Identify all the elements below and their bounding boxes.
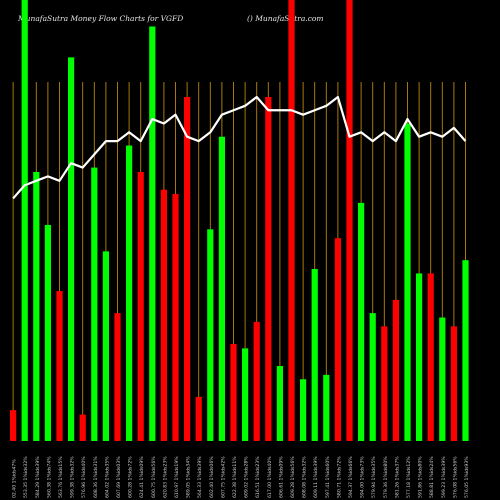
money-flow-bar [369,313,376,441]
money-flow-bar [207,229,214,441]
x-tick-label: 602.40 1%ids06% [209,456,215,498]
money-flow-bar [392,299,399,441]
x-tick-label: 608.08 1%ids32% [302,456,308,498]
money-flow-bar [253,321,260,441]
money-flow-bar [172,194,179,441]
x-tick-label: 576.08 1%ids56% [452,456,458,498]
money-flow-bar [358,202,365,441]
money-flow-bar [381,326,388,441]
x-tick-label: 622.38 1%ids11% [232,456,238,498]
x-tick-label: 600.75 1%ids56% [151,456,157,498]
x-tick-label: 579.36 1%ids80% [383,456,389,498]
x-axis-labels: 02.40 1%ids47% 553.35 1%ids32% 584.29 1%id… [12,456,470,498]
x-tick-label: 600.28 1%ids72% [128,456,134,498]
money-flow-bar [184,97,191,442]
x-tick-label: 616.51 1%ids23% [255,456,261,498]
x-tick-label: 589.05 1%ids34% [186,456,192,498]
x-tick-label: 604.02 1%ids35% [104,456,110,498]
x-tick-label: 609.28 1%ids56% [290,456,296,498]
x-tick-label: 624.41 1%ids09% [139,456,145,498]
x-tick-label: 579.94 1%ids35% [371,456,377,498]
x-tick-label: 553.35 1%ids32% [23,456,29,498]
x-tick-label: 610.97 1%ids19% [174,456,180,498]
x-tick-label: 576.96 1%ids40% [81,456,87,498]
x-tick-label: 599.38 1%ids32% [70,456,76,498]
x-tick-label: 620.83 1%ids23% [162,456,168,498]
money-flow-bar [311,269,318,441]
money-flow-bar [195,396,202,441]
money-flow-bar [416,273,423,441]
money-flow-bar [404,123,411,441]
money-flow-bar [439,317,446,441]
x-tick-label: 609.02 1%ids28% [244,456,250,498]
x-tick-label: 577.18 1%ids12% [406,456,412,498]
x-tick-label: 580.71 1%ids72% [336,456,342,498]
x-tick-label: 594.00 1%ids73% [360,456,366,498]
bars [10,0,469,442]
money-flow-bar [114,313,121,441]
x-tick-label: 608.36 1%ids31% [93,456,99,498]
money-flow-bar [102,251,109,441]
x-tick-label: 609.11 1%ids39% [313,456,319,498]
money-flow-bar [149,26,156,442]
x-tick-label: 576.05 1%ids93% [464,456,470,498]
money-flow-bar [288,0,295,441]
x-tick-label: 599.23 1%ids39% [441,456,447,498]
x-tick-label: 607.75 1%ids42% [220,456,226,498]
x-tick-label: 584.29 1%ids39% [35,456,41,498]
money-flow-bar [10,410,17,441]
site-credit: () MunafaSutra.com [247,14,324,23]
money-flow-bar [91,167,98,441]
x-tick-label: 606.61 1%ids09% [278,456,284,498]
money-flow-bar [160,189,167,441]
x-tick-label: 02.40 1%ids47% [12,459,18,498]
money-flow-bar [68,57,75,442]
money-flow-bar [21,0,28,441]
money-flow-bar [300,379,307,441]
money-flow-bar [334,238,341,441]
money-flow-bar [427,273,434,441]
x-tick-label: 588.81 1%ids24% [429,456,435,498]
x-tick-label: 597.41 1%ids60% [325,456,331,498]
x-tick-label: 607.69 1%ids03% [116,456,122,498]
x-tick-label: 560.38 1%ids74% [46,456,52,498]
chart-title: MunafaSutra Money Flow Charts for VGFD [18,14,184,23]
x-tick-label: 594.37 1%ids66% [348,456,354,498]
money-flow-bar [218,136,225,441]
money-flow-bar [346,0,353,441]
x-tick-label: 563.76 1%ids15% [58,456,64,498]
money-flow-bar [44,224,51,441]
money-flow-line [12,95,467,200]
x-tick-label: 581.26 1%ids37% [394,456,400,498]
money-flow-bar [265,97,272,442]
money-flow-bar [323,374,330,441]
money-flow-bar [450,326,457,441]
x-tick-label: 617.00 1%ids40% [267,456,273,498]
money-flow-bar [33,171,40,442]
money-flow-bar [242,348,249,441]
money-flow-bar [126,145,133,441]
x-tick-label: 591.86 1%ids80% [418,456,424,498]
money-flow-bar [276,366,283,441]
money-flow-bar [56,291,63,441]
money-flow-bar [79,414,86,441]
x-tick-label: 564.33 1%ids39% [197,456,203,498]
money-flow-bar [230,343,237,441]
money-flow-bar [462,260,469,441]
money-flow-bar [137,171,144,442]
